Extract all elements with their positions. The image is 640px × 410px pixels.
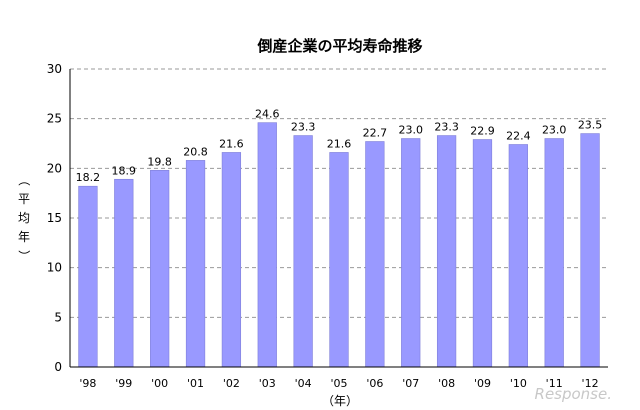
x-axis-label: （年）	[322, 394, 358, 408]
data-label: 18.9	[112, 164, 137, 177]
bar	[293, 135, 313, 368]
x-axis-ticks: '98 '99 '00 '01 '02 '03 '04 '05 '06 '07 '08 '09 '10 '…	[79, 377, 598, 390]
x-tick-label: '09	[474, 377, 491, 390]
x-tick-label: '07	[402, 377, 419, 390]
bar	[508, 144, 528, 368]
y-tick-label: 30	[47, 62, 62, 76]
x-tick-label: '04	[295, 377, 312, 390]
bar	[150, 170, 170, 368]
bar	[185, 160, 206, 368]
y-axis-label-char: 年	[18, 230, 30, 244]
x-tick-label: '08	[438, 377, 455, 390]
bar	[221, 152, 242, 368]
data-label: 22.4	[506, 129, 531, 142]
data-label: 19.8	[147, 155, 172, 168]
x-tick-label: '12	[582, 377, 599, 390]
x-tick-label: '98	[79, 377, 96, 390]
bars	[78, 122, 600, 368]
x-tick-label: '00	[151, 377, 168, 390]
y-axis-label-char: ）	[17, 250, 31, 262]
bar	[257, 122, 277, 368]
x-tick-label: '10	[510, 377, 527, 390]
y-tick-label: 20	[47, 161, 62, 175]
bar	[114, 178, 134, 368]
bar	[580, 133, 600, 368]
data-label: 24.6	[255, 108, 280, 121]
y-axis-label-char: （	[17, 174, 31, 186]
data-label: 23.0	[398, 124, 423, 137]
bar	[544, 138, 564, 368]
y-axis-ticks: 0 5 10 15 20 25 30	[47, 62, 62, 374]
y-tick-label: 0	[54, 360, 62, 374]
x-tick-label: '11	[546, 377, 563, 390]
data-label: 18.2	[76, 171, 101, 184]
data-label: 23.3	[291, 121, 316, 134]
y-axis-label-char: 平	[18, 192, 30, 206]
watermark: Response.	[535, 385, 612, 403]
y-tick-label: 15	[47, 211, 62, 225]
x-tick-label: '02	[223, 377, 240, 390]
bar	[401, 138, 421, 368]
bar	[472, 139, 493, 368]
data-label: 23.3	[434, 121, 459, 134]
data-label: 21.6	[219, 137, 244, 150]
chart-title: 倒産企業の平均寿命推移	[256, 37, 422, 55]
data-label: 23.5	[578, 119, 603, 132]
bar	[78, 185, 98, 368]
x-tick-label: '01	[187, 377, 204, 390]
y-tick-label: 25	[47, 112, 62, 126]
x-tick-label: '03	[259, 377, 276, 390]
y-axis-label-char: 均	[18, 211, 30, 225]
bar	[436, 135, 457, 368]
data-label: 23.0	[542, 124, 567, 137]
y-axis-label: （ 平均年 ）	[17, 174, 31, 262]
data-label: 22.9	[470, 125, 495, 138]
data-labels: 18.2 18.9 19.8 20.8 21.6 24.6 23.3 21.6 22.7 23.0…	[76, 108, 603, 185]
y-tick-label: 10	[47, 261, 62, 275]
x-tick-label: '06	[366, 377, 383, 390]
bar	[329, 152, 349, 368]
y-tick-label: 5	[54, 310, 62, 324]
data-label: 20.8	[183, 145, 208, 158]
x-tick-label: '05	[330, 377, 347, 390]
bar	[365, 141, 385, 368]
x-tick-label: '99	[115, 377, 132, 390]
data-label: 22.7	[363, 127, 388, 140]
data-label: 21.6	[327, 137, 352, 150]
